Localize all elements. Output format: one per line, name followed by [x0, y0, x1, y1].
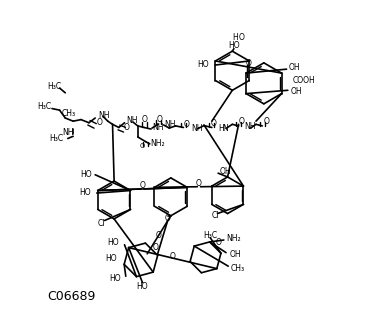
Text: O: O: [184, 120, 189, 129]
Text: OH: OH: [229, 250, 241, 259]
Text: HO: HO: [79, 188, 91, 197]
Text: HO: HO: [137, 282, 148, 291]
Text: H: H: [233, 33, 238, 42]
Text: O: O: [165, 214, 171, 223]
Text: O: O: [157, 115, 163, 124]
Text: O: O: [155, 231, 161, 240]
Text: COOH: COOH: [292, 76, 315, 85]
Text: O: O: [238, 33, 245, 42]
Text: O: O: [170, 252, 176, 261]
Text: O: O: [140, 143, 145, 149]
Text: HO: HO: [228, 41, 240, 50]
Text: CH₃: CH₃: [62, 109, 76, 118]
Text: O: O: [263, 117, 269, 126]
Text: Cl: Cl: [98, 219, 105, 228]
Text: NH₂: NH₂: [151, 139, 165, 149]
Text: HO: HO: [109, 274, 121, 283]
Text: NH: NH: [63, 128, 74, 137]
Text: O: O: [140, 181, 145, 190]
Text: HO: HO: [107, 238, 119, 247]
Text: NH: NH: [152, 123, 163, 132]
Text: O: O: [210, 119, 216, 128]
Text: NH: NH: [191, 124, 203, 133]
Text: O: O: [152, 243, 158, 252]
Text: NH: NH: [98, 111, 110, 120]
Text: NH: NH: [244, 122, 256, 131]
Text: O: O: [124, 123, 130, 132]
Text: H₃C: H₃C: [203, 231, 217, 240]
Text: HO: HO: [81, 170, 92, 179]
Text: HO: HO: [197, 60, 209, 69]
Text: NH₂: NH₂: [226, 234, 241, 243]
Text: O: O: [238, 117, 244, 126]
Text: H₃C: H₃C: [47, 82, 61, 91]
Text: OH: OH: [220, 167, 231, 176]
Text: H₃C: H₃C: [49, 134, 64, 143]
Text: N: N: [222, 124, 228, 133]
Text: C06689: C06689: [47, 290, 95, 303]
Text: O: O: [215, 238, 221, 247]
Text: H: H: [218, 124, 224, 133]
Text: HO: HO: [106, 254, 117, 263]
Text: OH: OH: [289, 63, 301, 72]
Text: O: O: [245, 59, 251, 68]
Text: O: O: [196, 179, 202, 188]
Text: OH: OH: [291, 87, 302, 96]
Text: NH: NH: [165, 121, 176, 129]
Text: H₃C: H₃C: [37, 102, 51, 112]
Text: Cl: Cl: [211, 211, 219, 220]
Text: O: O: [141, 115, 147, 124]
Text: O: O: [97, 118, 103, 127]
Text: CH₃: CH₃: [231, 264, 245, 273]
Text: NH: NH: [127, 116, 138, 125]
